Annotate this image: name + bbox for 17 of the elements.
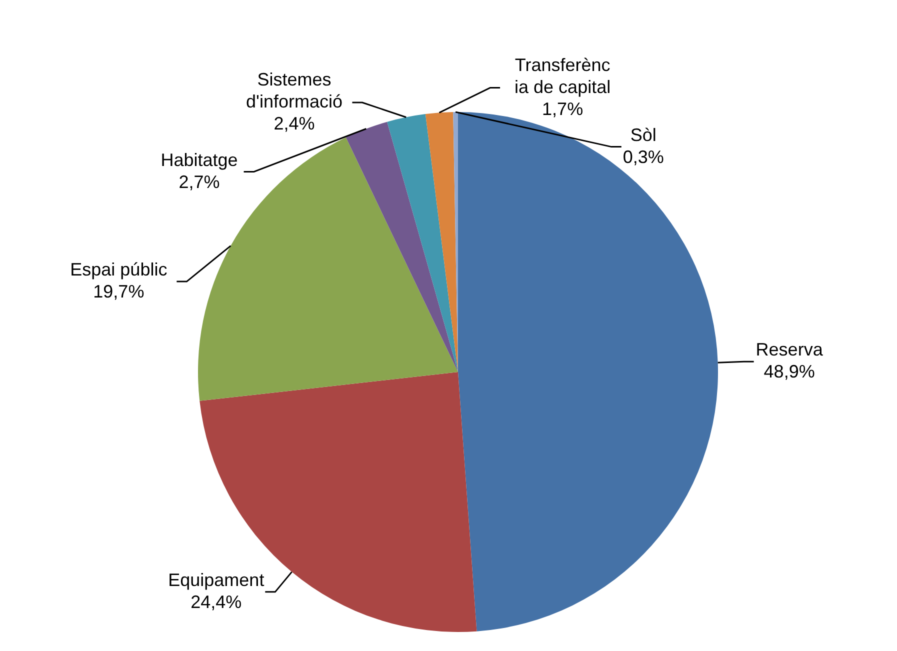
- pie-slice: [425, 112, 458, 372]
- slice-label: Espai públic: [70, 260, 168, 280]
- data-label: 2,7%: [178, 172, 220, 192]
- pie-slice: [387, 114, 458, 372]
- data-label: 24,4%: [190, 592, 242, 612]
- data-label: 19,7%: [93, 282, 144, 302]
- data-label: 1,7%: [542, 98, 584, 119]
- slice-label: Transferènc ia de capital: [514, 54, 611, 97]
- pie-slice: [346, 122, 458, 372]
- slice-label: Reserva: [756, 340, 824, 360]
- slice-label: Sòl: [630, 124, 656, 145]
- data-label: 2,4%: [274, 114, 315, 134]
- slice-label: Sistemes d'informació: [246, 70, 342, 112]
- slice-label: Equipament: [168, 570, 264, 590]
- data-label: 48,9%: [764, 362, 815, 382]
- slice-label: Habitatge: [160, 150, 238, 170]
- data-label: 0,3%: [622, 146, 664, 167]
